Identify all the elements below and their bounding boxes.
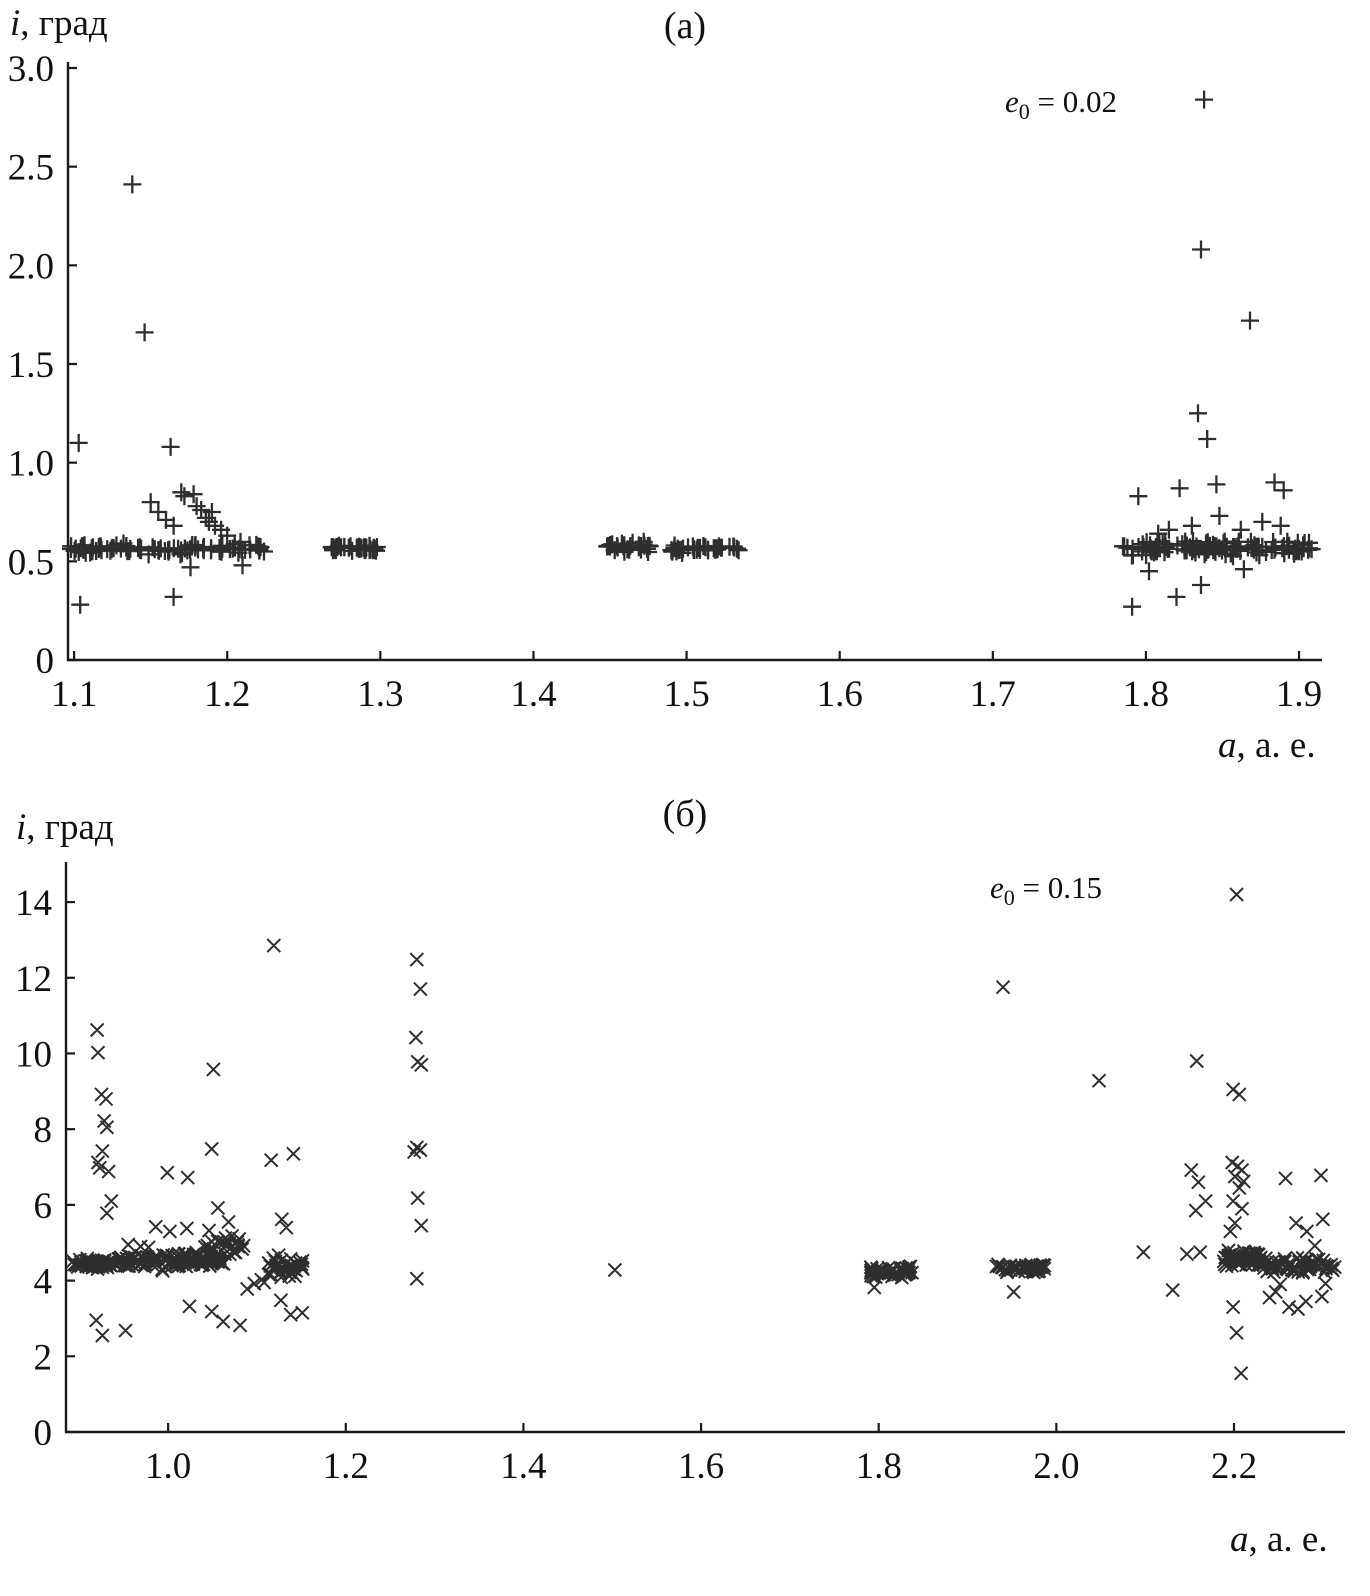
panel-a-y-rest: , град bbox=[20, 3, 108, 44]
panel-b-x-axis-title: a, а. е. bbox=[1230, 1518, 1328, 1561]
y-tick-label: 0 bbox=[34, 1413, 53, 1454]
y-tick-label: 3.0 bbox=[8, 49, 54, 90]
x-tick-label: 1.3 bbox=[357, 674, 403, 715]
y-tick-label: 0 bbox=[36, 641, 55, 682]
axes-lines bbox=[64, 862, 1345, 1434]
panel-a-annotation: e0 = 0.02 bbox=[1005, 84, 1117, 125]
x-tick-label: 1.5 bbox=[663, 674, 709, 715]
y-tick-label: 1.5 bbox=[8, 345, 54, 386]
x-tick-label: 1.0 bbox=[145, 1446, 191, 1487]
panel-a-title-text: (а) bbox=[663, 5, 707, 47]
panel-a-x-axis-title: a, а. е. bbox=[1218, 724, 1316, 767]
axes-lines bbox=[66, 62, 1322, 662]
panel-b-y-var: i bbox=[16, 807, 27, 848]
x-tick-label: 1.8 bbox=[1123, 674, 1169, 715]
panel-a-annotation-var: e bbox=[1005, 84, 1019, 119]
panel-b-plot: 0 2 4 6 8 10 12 14 1.0 1.2 1.4 1.6 1.8 2.0 2.2 bbox=[15, 862, 1345, 1487]
y-tick-label: 2.0 bbox=[8, 246, 54, 287]
panel-b-y-axis-title: i, град bbox=[16, 806, 114, 849]
panel-b-annotation-sub: 0 bbox=[1003, 885, 1015, 911]
cross-markers bbox=[65, 887, 1342, 1381]
x-tick-label: 1.7 bbox=[970, 674, 1016, 715]
y-tick-label: 12 bbox=[15, 959, 52, 1000]
y-tick-label: 1.0 bbox=[8, 444, 54, 485]
panel-a-annotation-text: = 0.02 bbox=[1029, 84, 1117, 119]
x-tick-label: 1.6 bbox=[678, 1446, 724, 1487]
y-tick-label: 4 bbox=[34, 1262, 53, 1303]
panel-b-x-rest: , а. е. bbox=[1248, 1519, 1328, 1560]
x-tick-label: 1.4 bbox=[500, 1446, 546, 1487]
panel-b-annotation-text: = 0.15 bbox=[1014, 870, 1102, 905]
x-tick-label: 1.6 bbox=[817, 674, 863, 715]
y-tick-label: 0.5 bbox=[8, 542, 54, 583]
panel-b-annotation: e0 = 0.15 bbox=[990, 870, 1102, 911]
x-tick-label: 1.2 bbox=[323, 1446, 369, 1487]
panel-a-x-var: a bbox=[1218, 725, 1237, 766]
x-tick-label: 1.9 bbox=[1276, 674, 1322, 715]
panel-b-annotation-var: e bbox=[990, 870, 1004, 905]
panel-a-title: (а) bbox=[0, 4, 1370, 48]
panel-b-y-rest: , град bbox=[26, 807, 114, 848]
x-tick-label: 1.1 bbox=[51, 674, 97, 715]
x-tick-label: 2.2 bbox=[1211, 1446, 1257, 1487]
panel-b-title: (б) bbox=[0, 792, 1370, 836]
panel-b-x-var: a bbox=[1230, 1519, 1249, 1560]
panel-b-title-text: (б) bbox=[662, 793, 708, 835]
panel-a-y-axis-title: i, град bbox=[10, 2, 108, 45]
x-tick-label: 1.2 bbox=[204, 674, 250, 715]
y-tick-label: 10 bbox=[15, 1034, 52, 1075]
y-tick-label: 8 bbox=[34, 1110, 53, 1151]
x-tick-label: 1.4 bbox=[510, 674, 556, 715]
plus-markers bbox=[61, 90, 1321, 616]
panel-a-annotation-sub: 0 bbox=[1018, 99, 1030, 125]
y-tick-label: 2 bbox=[34, 1337, 53, 1378]
y-tick-label: 14 bbox=[15, 883, 52, 924]
panel-a-plot: 0 0.5 1.0 1.5 2.0 2.5 3.0 1.1 1.2 1.3 1.4 1.5 1.6 1.7… bbox=[8, 49, 1322, 715]
y-tick-label: 6 bbox=[34, 1186, 53, 1227]
panel-a-y-var: i bbox=[10, 3, 21, 44]
panel-a-x-rest: , а. е. bbox=[1236, 725, 1316, 766]
x-tick-label: 2.0 bbox=[1033, 1446, 1079, 1487]
y-tick-label: 2.5 bbox=[8, 148, 54, 189]
x-tick-label: 1.8 bbox=[856, 1446, 902, 1487]
